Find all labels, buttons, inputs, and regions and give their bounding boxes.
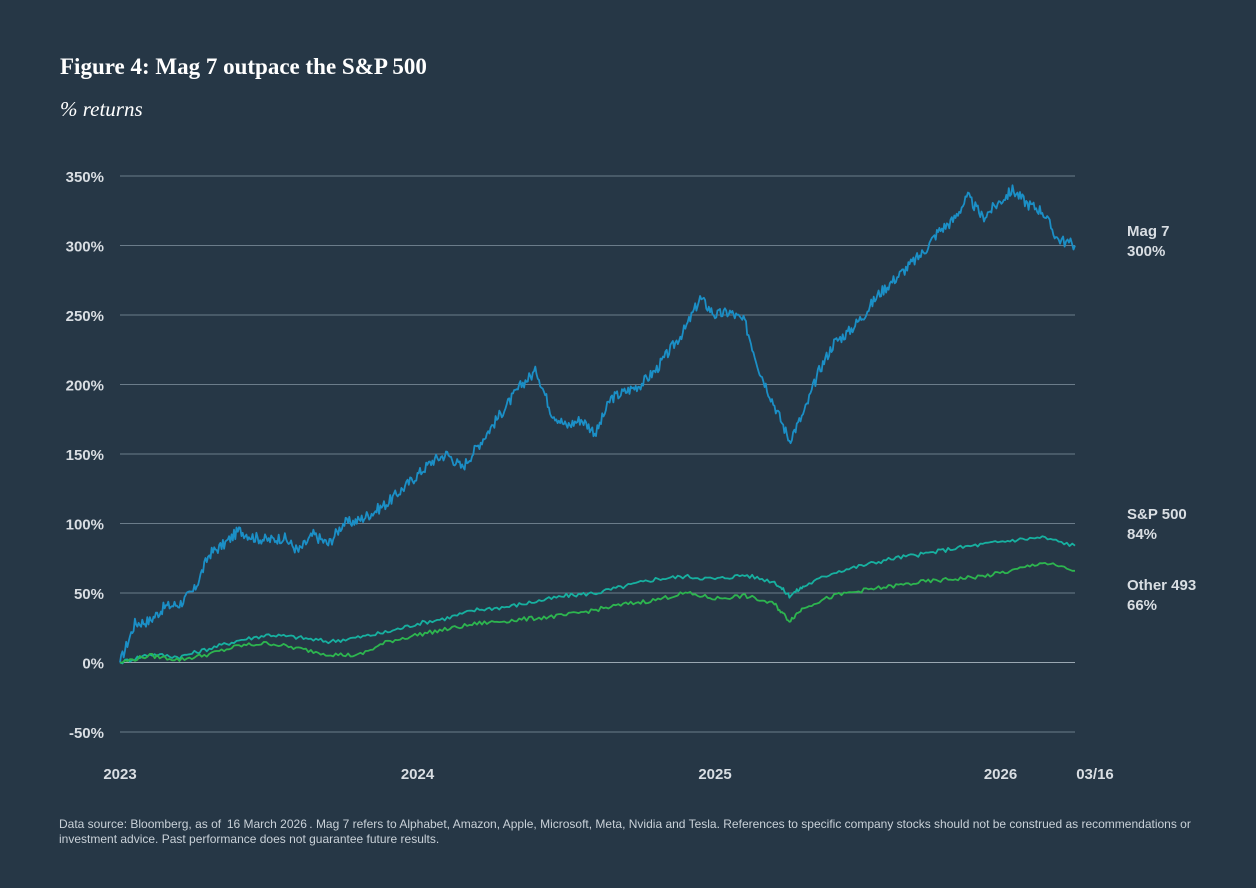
x-axis-tick-labels: 2023 2024 2025 2026 03/16 xyxy=(103,766,1113,783)
chart-subtitle: % returns xyxy=(60,97,143,121)
series-line-other-493 xyxy=(120,562,1075,664)
series-name-label: S&P 500 xyxy=(1127,506,1187,523)
series-lines xyxy=(119,184,1076,665)
x-tick-label: 2025 xyxy=(698,766,731,783)
series-value-label: 300% xyxy=(1127,243,1165,260)
x-tick-label: 2026 xyxy=(984,766,1017,783)
y-tick-label: 250% xyxy=(66,308,104,325)
chart-title: Figure 4: Mag 7 outpace the S&P 500 xyxy=(60,54,427,79)
y-tick-label: 100% xyxy=(66,517,104,534)
x-tick-label: 03/16 xyxy=(1076,766,1114,783)
x-tick-label: 2024 xyxy=(401,766,435,783)
series-name-label: Mag 7 xyxy=(1127,223,1170,240)
y-tick-label: 150% xyxy=(66,447,104,464)
gridlines xyxy=(120,175,1075,733)
series-line-mag-7 xyxy=(119,184,1076,663)
y-tick-label: 300% xyxy=(66,239,104,256)
y-tick-label: 0% xyxy=(82,656,104,673)
y-tick-label: 50% xyxy=(74,586,104,603)
footnote: Data source: Bloomberg, as of 16 March 2… xyxy=(59,817,1191,846)
y-axis-tick-labels: -50% 0% 50% 100% 150% 200% 250% 300% 350% xyxy=(66,169,104,742)
x-tick-label: 2023 xyxy=(103,766,136,783)
y-tick-label: 200% xyxy=(66,378,104,395)
series-value-label: 66% xyxy=(1127,597,1157,614)
series-name-label: Other 493 xyxy=(1127,577,1196,594)
series-line-s-p-500 xyxy=(119,535,1076,665)
series-value-label: 84% xyxy=(1127,526,1157,543)
y-tick-label: -50% xyxy=(69,725,104,742)
series-end-labels: Mag 7 300% S&P 500 84% Other 493 66% xyxy=(1127,223,1196,614)
y-tick-label: 350% xyxy=(66,169,104,186)
